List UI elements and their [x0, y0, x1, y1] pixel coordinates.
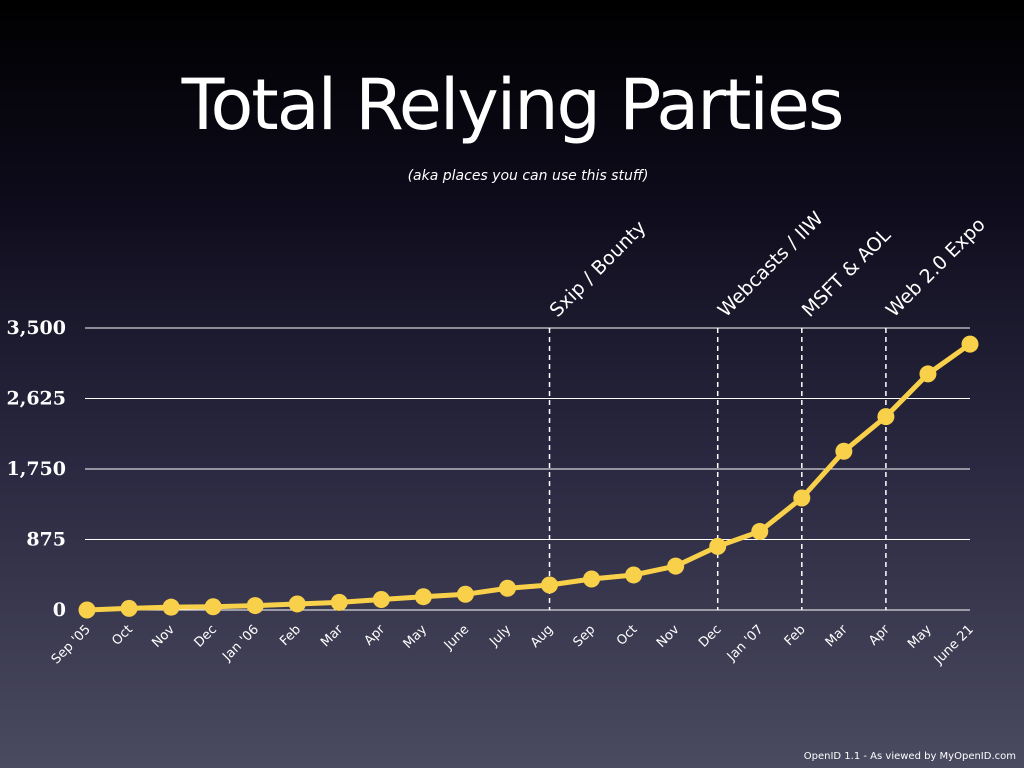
data-point [877, 408, 895, 426]
annotation-label: MSFT & AOL [798, 224, 896, 322]
data-point [667, 557, 685, 575]
data-point [793, 489, 811, 507]
data-point [498, 579, 516, 597]
y-tick-label: 1,750 [7, 458, 67, 480]
series-line [84, 341, 973, 613]
x-tick-label: July [486, 622, 514, 650]
x-tick-label: Jan '07 [724, 622, 767, 665]
data-point [625, 566, 643, 584]
x-tick-label: June [441, 622, 472, 653]
x-tick-label: Mar [318, 622, 346, 650]
y-tick-label: 3,500 [7, 317, 67, 339]
data-point [835, 442, 853, 460]
x-tick-label: June 21 [931, 622, 977, 668]
x-tick-label: Oct [614, 622, 641, 649]
x-tick-label: Dec [696, 622, 724, 650]
x-tick-label: Nov [149, 622, 178, 651]
data-point [120, 599, 138, 617]
y-tick-label: 875 [26, 529, 66, 551]
x-tick-label: Nov [654, 622, 683, 651]
data-point [751, 522, 769, 540]
x-tick-label: May [905, 622, 935, 652]
annotation-label: Sxip / Bounty [546, 216, 651, 321]
data-point [162, 598, 180, 616]
data-point [961, 335, 979, 353]
data-point [288, 595, 306, 613]
data-point [919, 365, 937, 383]
annotation-label: Web 2.0 Expo [882, 214, 990, 322]
x-tick-label: Sep [570, 622, 598, 650]
data-point [330, 593, 348, 611]
x-tick-label: May [401, 622, 431, 652]
y-tick-label: 0 [53, 599, 66, 621]
x-tick-label: Aug [528, 622, 557, 651]
data-point [456, 585, 474, 603]
x-tick-label: Apr [866, 622, 893, 649]
data-point [414, 588, 432, 606]
footer-credit: OpenID 1.1 - As viewed by MyOpenID.com [803, 751, 1016, 762]
x-tick-label: Feb [782, 622, 809, 649]
x-tick-label: Apr [362, 622, 389, 649]
x-tick-label: Sep '05 [49, 622, 94, 667]
data-point [372, 591, 390, 609]
slide-subtitle: (aka places you can use this stuff) [407, 168, 649, 184]
x-tick-label: Feb [277, 622, 304, 649]
x-tick-label: Oct [109, 622, 136, 649]
slide-title: Total Relying Parties [181, 64, 845, 146]
data-point [709, 537, 727, 555]
x-tick-label: Jan '06 [219, 622, 262, 665]
y-tick-label: 2,625 [7, 388, 67, 410]
x-tick-label: Mar [823, 622, 851, 650]
x-tick-label: Dec [192, 622, 220, 650]
data-point [541, 576, 559, 594]
data-point [583, 570, 601, 588]
data-point [246, 597, 264, 615]
data-point [204, 598, 222, 616]
data-point [78, 601, 96, 619]
